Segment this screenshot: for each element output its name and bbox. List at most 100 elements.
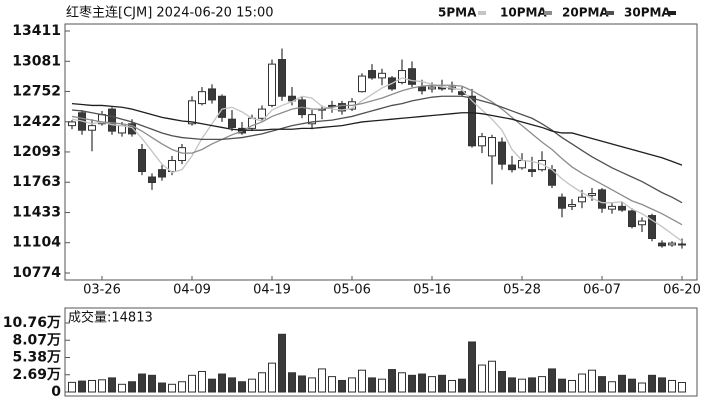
volume-bar: [558, 378, 566, 393]
candle-body: [368, 70, 376, 79]
volume-frame: [64, 307, 698, 397]
legend-swatch: [668, 11, 676, 15]
volume-bar: [518, 378, 526, 393]
volume-bar: [88, 379, 96, 393]
ma-line: [71, 102, 683, 166]
candle-body: [178, 147, 186, 161]
candle-body: [648, 215, 656, 239]
candle-body: [528, 169, 536, 173]
x-tick-label: 04-09: [173, 283, 211, 298]
volume-bar: [138, 373, 146, 393]
y-tick-label: 12752: [12, 83, 61, 99]
candle-body: [408, 68, 416, 85]
x-tick-label: 05-06: [333, 283, 371, 298]
volume-bar: [418, 373, 426, 393]
y-tick-label: 13081: [12, 53, 61, 69]
candle-body: [168, 159, 176, 173]
candle-body: [148, 176, 156, 184]
candle-body: [418, 86, 426, 92]
candle-body: [128, 123, 136, 135]
volume-bar: [388, 369, 396, 393]
volume-bar: [378, 378, 386, 393]
volume-bar: [338, 379, 346, 393]
x-tick-label: 05-28: [503, 283, 541, 298]
volume-bar: [498, 370, 506, 393]
y-tick-label: 8.07万: [12, 332, 61, 348]
candle-body: [288, 95, 296, 102]
ma-line: [71, 77, 683, 242]
candle-body: [378, 72, 386, 79]
volume-bar: [248, 378, 256, 393]
volume-bar: [578, 373, 586, 393]
volume-bar: [128, 381, 136, 393]
legend-label: 10PMA: [500, 6, 547, 20]
volume-bar: [298, 375, 306, 393]
volume-bar: [398, 372, 406, 393]
volume-bar: [458, 378, 466, 393]
volume-bar: [658, 377, 666, 393]
candle-body: [578, 196, 586, 203]
y-tick-label: 0: [51, 384, 61, 400]
y-tick-label: 5.38万: [12, 350, 61, 366]
volume-bar: [108, 377, 116, 393]
volume-bar: [368, 377, 376, 393]
legend-swatch: [606, 11, 614, 15]
candle-body: [608, 205, 616, 210]
price-frame: [64, 23, 698, 281]
volume-bar: [78, 380, 86, 393]
volume-bar: [328, 376, 336, 393]
volume-bar: [598, 376, 606, 393]
volume-bar: [68, 381, 76, 393]
volume-bar: [258, 372, 266, 393]
candle-body: [428, 86, 436, 90]
y-tick-label: 12093: [12, 144, 61, 160]
candle-body: [488, 137, 496, 157]
x-tick-label: 06-20: [663, 283, 701, 298]
chart-title: 红枣主连[CJM] 2024-06-20 15:00: [66, 5, 274, 21]
volume-bar: [618, 374, 626, 393]
candle-body: [538, 159, 546, 171]
volume-bar: [98, 379, 106, 393]
y-tick-label: 11433: [12, 205, 61, 221]
candle-body: [108, 108, 116, 132]
candle-body: [668, 242, 676, 246]
volume-bar: [178, 381, 186, 393]
volume-bar: [158, 382, 166, 393]
candle-body: [588, 193, 596, 196]
candle-body: [338, 103, 346, 112]
volume-bar: [168, 383, 176, 393]
candle-body: [228, 118, 236, 128]
volume-bar: [278, 333, 286, 393]
candle-body: [258, 108, 266, 119]
y-tick-label: 13411: [12, 23, 61, 39]
candle-body: [278, 59, 286, 97]
y-tick-label: 2.69万: [12, 367, 61, 383]
candle-body: [468, 95, 476, 147]
volume-bar: [198, 370, 206, 393]
candle-body: [68, 121, 76, 127]
candle-body: [498, 141, 506, 165]
candle-body: [398, 70, 406, 83]
volume-bar: [228, 377, 236, 393]
candle-body: [478, 136, 486, 147]
candle-body: [598, 189, 606, 209]
candle-body: [138, 148, 146, 173]
y-tick-label: 10774: [12, 265, 61, 281]
candle-body: [268, 63, 276, 106]
volume-bar: [148, 374, 156, 393]
x-tick-label: 03-26: [83, 283, 121, 298]
volume-bar: [268, 362, 276, 393]
y-tick-label: 12422: [12, 114, 61, 130]
volume-bar: [678, 382, 686, 393]
volume-bar: [118, 383, 126, 393]
candle-body: [568, 204, 576, 207]
volume-bar: [588, 369, 596, 393]
legend-label: 30PMA: [624, 6, 671, 20]
volume-bar: [548, 368, 556, 393]
candle-body: [658, 242, 666, 247]
volume-bar: [218, 373, 226, 393]
volume-bar: [538, 376, 546, 393]
candle-body: [638, 220, 646, 226]
volume-bar: [408, 374, 416, 393]
